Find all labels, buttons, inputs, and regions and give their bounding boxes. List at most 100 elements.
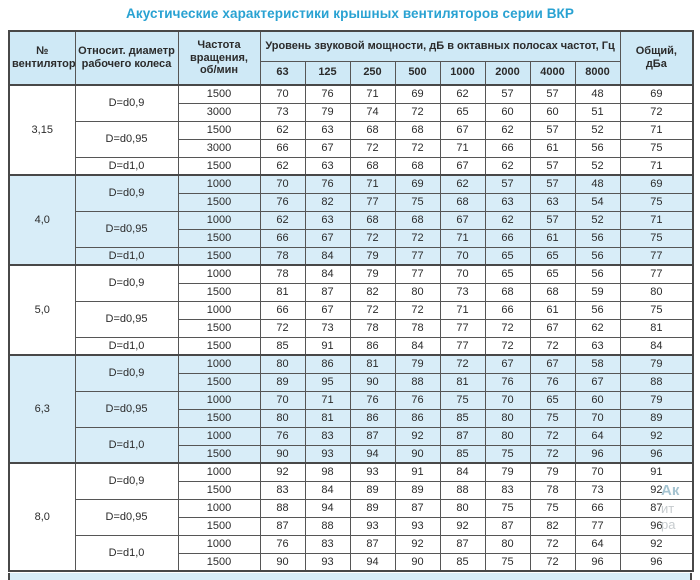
level-cell: 71 [304,390,351,410]
level-cell: 71 [439,300,486,320]
level-cell: 89 [259,372,306,392]
level-cell: 76 [259,534,306,554]
total-cell: 96 [619,444,694,464]
diameter-cell: D=d0,9 [74,84,179,122]
header-frequency-row: 63 125 250 500 1000 2000 4000 8000 [9,60,693,86]
total-cell: 75 [619,192,694,212]
table-row: 3,15 D=d0,9 1500 70 76 71 69 62 57 57 48 69 [8,84,694,176]
level-cell: 76 [304,174,351,194]
total-cell: 80 [619,282,694,302]
level-cell: 70 [259,84,306,104]
level-cell: 84 [394,336,441,356]
level-cell: 82 [349,282,396,302]
speed-cell: 1000 [177,174,261,194]
total-cell: 69 [619,174,694,194]
level-cell: 67 [304,228,351,248]
level-cell: 79 [394,354,441,374]
level-cell: 69 [394,174,441,194]
table-row: 1500 80 81 86 86 85 80 75 70 89 [9,408,694,428]
level-cell: 65 [484,246,531,266]
level-cell: 80 [439,498,486,518]
level-cell: 87 [349,426,396,446]
level-cell: 75 [484,498,531,518]
level-cell: 57 [529,174,576,194]
level-cell: 66 [259,300,306,320]
speed-cell: 1000 [177,354,261,374]
table-row: 1500 90 93 94 90 85 75 72 96 96 [9,444,694,464]
diameter-cell: D=d1,0 [74,534,179,572]
level-cell: 90 [259,444,306,464]
level-cell: 86 [349,408,396,428]
level-cell: 71 [439,228,486,248]
table-row: 5,0 D=d0,9 1000 78 84 79 77 70 65 65 56 77 [8,264,694,356]
total-cell: 71 [619,156,694,176]
level-cell: 70 [439,264,486,284]
total-cell: 81 [619,318,694,338]
speed-cell: 1000 [177,264,261,284]
header-fan-number: № вентилятора [8,30,76,86]
level-cell: 60 [529,102,576,122]
level-cell: 80 [484,426,531,446]
level-cell: 84 [304,246,351,266]
level-cell: 72 [529,426,576,446]
level-cell: 62 [259,120,306,140]
level-cell: 75 [529,498,576,518]
level-cell: 52 [574,120,621,140]
level-cell: 72 [529,552,576,572]
level-cell: 92 [259,462,306,482]
total-cell: 92 [619,480,694,500]
header-freq-250: 250 [349,60,396,86]
total-cell: 79 [619,354,694,374]
speed-cell: 1000 [177,300,261,320]
level-cell: 77 [349,192,396,212]
level-cell: 77 [439,336,486,356]
table-row: D=d1,0 1000 76 83 87 92 87 80 72 64 92 [9,534,694,572]
level-cell: 67 [574,372,621,392]
level-cell: 92 [394,426,441,446]
level-cell: 91 [394,462,441,482]
level-cell: 57 [529,156,576,176]
total-cell: 79 [619,390,694,410]
level-cell: 72 [529,444,576,464]
total-cell: 72 [619,102,694,122]
level-cell: 64 [574,426,621,446]
level-cell: 72 [484,336,531,356]
level-cell: 80 [394,282,441,302]
level-cell: 72 [394,102,441,122]
level-cell: 63 [574,336,621,356]
level-cell: 63 [304,156,351,176]
level-cell: 66 [259,138,306,158]
level-cell: 62 [574,318,621,338]
diameter-cell: D=d0,95 [74,120,179,158]
level-cell: 89 [349,498,396,518]
level-cell: 94 [349,444,396,464]
level-cell: 69 [394,84,441,104]
level-cell: 80 [259,408,306,428]
level-cell: 87 [304,282,351,302]
level-cell: 63 [484,192,531,212]
table-continuation-strip [8,573,692,580]
level-cell: 65 [484,264,531,284]
level-cell: 87 [484,516,531,536]
level-cell: 93 [349,462,396,482]
level-cell: 85 [259,336,306,356]
level-cell: 56 [574,228,621,248]
total-cell: 75 [619,300,694,320]
level-cell: 61 [529,138,576,158]
level-cell: 84 [304,480,351,500]
level-cell: 83 [484,480,531,500]
level-cell: 88 [439,480,486,500]
level-cell: 62 [484,156,531,176]
level-cell: 77 [394,264,441,284]
speed-cell: 1500 [177,156,261,176]
level-cell: 62 [439,174,486,194]
level-cell: 63 [529,192,576,212]
level-cell: 90 [259,552,306,572]
level-cell: 72 [484,318,531,338]
level-cell: 81 [439,372,486,392]
speed-cell: 1500 [177,246,261,266]
level-cell: 87 [439,534,486,554]
total-cell: 75 [619,228,694,248]
level-cell: 73 [259,102,306,122]
level-cell: 65 [529,246,576,266]
